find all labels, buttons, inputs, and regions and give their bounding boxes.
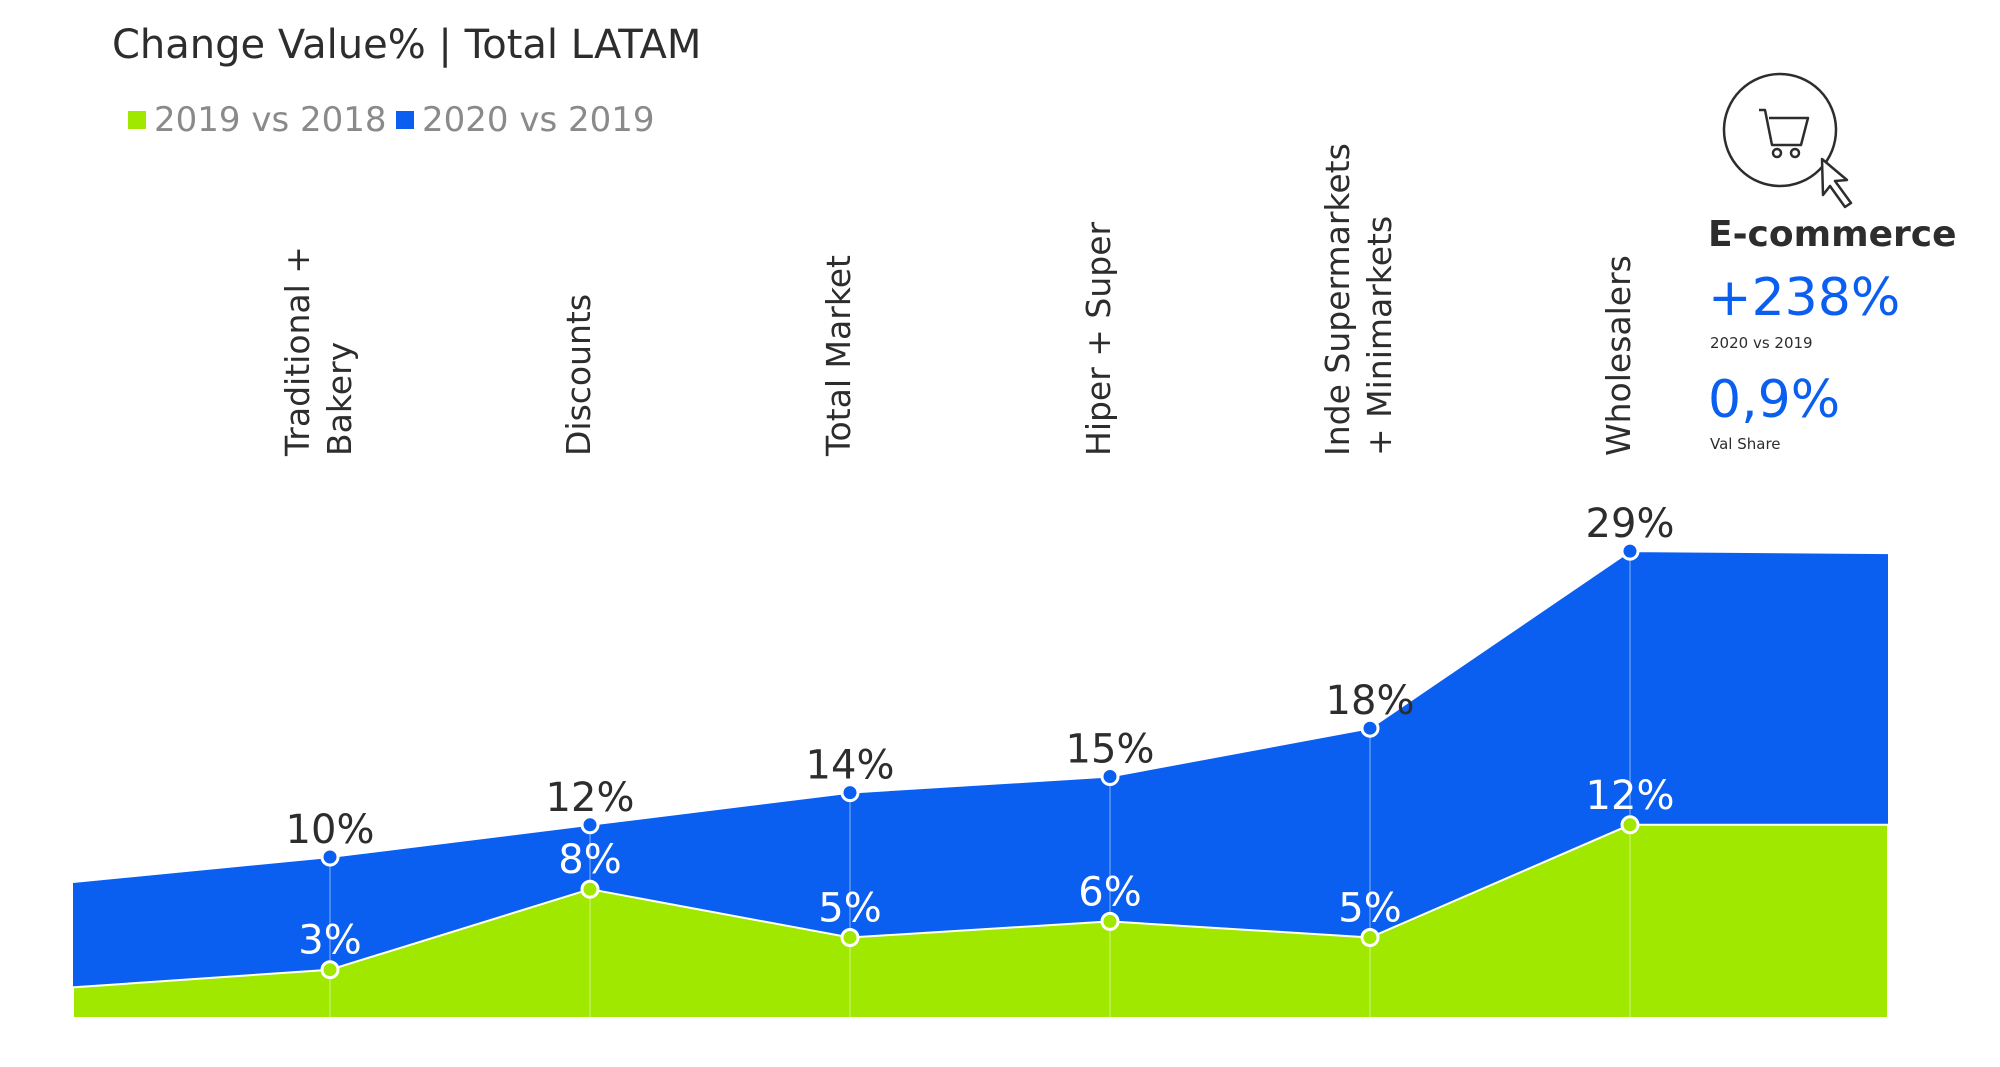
category-label: Discounts [559, 294, 598, 456]
data-label-2019: 3% [298, 918, 361, 964]
legend-item-2019: 2019 vs 2018 [128, 100, 387, 140]
data-label-2019: 8% [558, 837, 621, 883]
data-point-2019 [840, 928, 860, 947]
legend-swatch-blue [396, 111, 414, 129]
category-label-line: Wholesalers [1599, 255, 1638, 456]
chart-title: Change Value% | Total LATAM [112, 22, 702, 68]
data-label-2020: 10% [286, 807, 375, 853]
data-point-2020 [1360, 718, 1380, 738]
data-point-2019 [320, 960, 340, 980]
data-point-2020 [840, 783, 860, 803]
data-point-2020 [1620, 541, 1640, 561]
shopping-cart-cursor-icon [1722, 72, 1853, 209]
data-point-2019 [1100, 911, 1120, 931]
data-label-2019: 5% [1338, 886, 1401, 932]
category-label-line: Hiper + Super [1079, 221, 1118, 456]
category-label: Inde Supermarkets + Minimarkets [1318, 143, 1399, 456]
ecommerce-growth-value: +238% [1708, 268, 1901, 328]
data-label-2019: 6% [1078, 869, 1141, 915]
category-label-line: Discounts [559, 294, 598, 456]
data-label-2020: 15% [1066, 727, 1155, 773]
category-label: Hiper + Super [1079, 221, 1118, 456]
legend-label-2020: 2020 vs 2019 [422, 100, 655, 140]
data-point-2020 [1100, 767, 1120, 786]
data-label-2020: 12% [546, 775, 635, 821]
category-label-line: Traditional + [278, 246, 317, 457]
data-label-2019: 5% [818, 886, 881, 932]
legend-item-2020: 2020 vs 2019 [396, 100, 655, 140]
legend-swatch-green [128, 111, 146, 129]
category-label-line: + Minimarkets [1360, 216, 1399, 456]
data-label-2020: 18% [1326, 678, 1415, 724]
category-label-line: Total Market [819, 255, 858, 457]
ecommerce-share-value: 0,9% [1708, 370, 1841, 430]
series-line-2020 [72, 550, 1889, 883]
ecommerce-title: E-commerce [1708, 214, 1957, 255]
data-label-2019: 12% [1586, 773, 1675, 819]
data-point-2019 [580, 879, 600, 899]
category-label-line: Bakery [320, 342, 359, 456]
data-point-2020 [320, 847, 340, 867]
ecommerce-share-label: Val Share [1710, 435, 1781, 453]
category-label: Traditional + Bakery [278, 246, 359, 457]
ecommerce-growth-label: 2020 vs 2019 [1710, 334, 1813, 352]
data-point-2020 [580, 815, 600, 835]
data-point-2019 [1620, 815, 1640, 835]
category-label: Wholesalers [1599, 255, 1638, 456]
category-label-line: Inde Supermarkets [1318, 143, 1357, 456]
legend-label-2019: 2019 vs 2018 [154, 100, 387, 140]
category-label: Total Market [819, 255, 858, 457]
data-label-2020: 14% [806, 743, 895, 789]
data-label-2020: 29% [1586, 501, 1675, 547]
data-point-2019 [1360, 928, 1380, 947]
